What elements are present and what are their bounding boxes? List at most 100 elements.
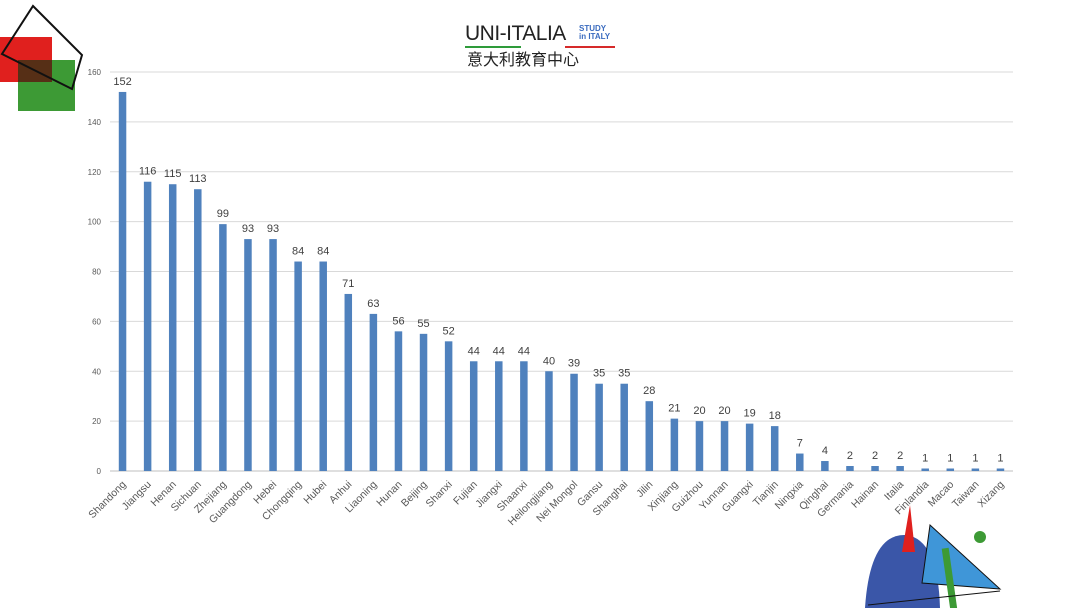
bar [194, 189, 202, 472]
value-label: 44 [518, 345, 530, 357]
logo-red-underline [565, 46, 615, 48]
value-label: 55 [417, 318, 429, 330]
bar [168, 184, 177, 471]
bar [695, 421, 704, 471]
y-tick-label: 40 [92, 367, 101, 376]
bar [419, 333, 428, 471]
bar [570, 373, 578, 471]
bar [670, 418, 679, 471]
value-label: 35 [593, 368, 605, 380]
value-label: 63 [367, 298, 379, 310]
bar [946, 468, 955, 471]
value-label: 39 [568, 358, 580, 370]
value-label: 20 [718, 405, 730, 417]
logo-study-line2: in ITALY [579, 32, 611, 41]
bar [745, 423, 754, 471]
value-label: 21 [668, 403, 680, 415]
black-arc-line [867, 590, 1001, 606]
x-tick-label: Shandong [86, 479, 128, 521]
bar [394, 331, 403, 471]
value-label: 113 [189, 173, 207, 185]
y-tick-label: 120 [88, 168, 102, 177]
value-label: 71 [342, 278, 354, 290]
value-label: 56 [392, 315, 404, 327]
bar [244, 239, 252, 471]
y-axis-tick-labels: 0 20 40 60 80 100 120 140 160 [88, 68, 102, 476]
value-label: 1 [972, 453, 978, 465]
x-tick-label: Jilin [634, 479, 655, 500]
outline-diamond-shape [0, 4, 84, 91]
value-label: 1 [997, 453, 1003, 465]
bar [219, 224, 227, 471]
decorative-shapes-top-left [0, 4, 84, 111]
x-tick-label: Hunan [374, 479, 404, 509]
bar [620, 383, 628, 471]
bar [821, 461, 829, 471]
bar [369, 313, 378, 471]
value-label: 35 [618, 368, 630, 380]
value-label: 20 [693, 405, 705, 417]
blue-dome-shape [865, 534, 940, 608]
value-label: 116 [139, 166, 157, 178]
value-label: 1 [922, 453, 928, 465]
value-label: 2 [847, 450, 853, 462]
x-tick-label: Hubei [301, 479, 329, 507]
value-label: 1 [947, 453, 953, 465]
value-label: 2 [897, 450, 903, 462]
light-blue-fan-shape [921, 523, 1002, 590]
bar [720, 421, 729, 471]
decorative-shapes-bottom-right [865, 505, 1002, 608]
value-label: 115 [164, 168, 182, 180]
value-label: 44 [493, 345, 505, 357]
x-tick-label: Beijing [399, 479, 430, 510]
uni-italia-logo: UNI-ITALIA STUDY in ITALY 意大利教育中心 [465, 22, 625, 72]
bar [921, 468, 929, 471]
value-label: 93 [242, 223, 254, 235]
value-label: 28 [643, 385, 655, 397]
y-tick-label: 140 [88, 118, 102, 127]
bar [520, 361, 528, 471]
x-tick-label: Shanxi [424, 479, 455, 510]
bar [595, 383, 603, 471]
logo-brand-text: UNI-ITALIA [465, 22, 566, 45]
bar [796, 453, 804, 471]
bars [118, 91, 1005, 472]
y-tick-label: 20 [92, 417, 101, 426]
value-label: 93 [267, 223, 279, 235]
bar [444, 341, 453, 471]
green-bar-shape [941, 547, 958, 608]
y-tick-label: 100 [88, 218, 102, 227]
logo-green-underline [465, 46, 521, 48]
value-label: 44 [468, 345, 480, 357]
bar [118, 91, 127, 471]
bar [269, 239, 277, 471]
bar [344, 293, 353, 471]
y-tick-label: 160 [88, 68, 102, 77]
bar [319, 261, 327, 471]
y-tick-label: 80 [92, 268, 101, 277]
bar [495, 361, 503, 471]
bar [996, 468, 1005, 471]
value-label: 4 [822, 445, 828, 457]
bar [294, 261, 302, 471]
value-label: 99 [217, 208, 229, 220]
value-label: 152 [113, 76, 131, 88]
y-tick-label: 60 [92, 317, 101, 326]
bar [896, 466, 904, 471]
value-label: 19 [744, 408, 756, 420]
gridlines [110, 71, 1013, 472]
logo-study-line1: STUDY [579, 24, 607, 33]
bar [645, 401, 654, 471]
value-label: 2 [872, 450, 878, 462]
bar [545, 371, 553, 471]
value-label: 40 [543, 355, 555, 367]
value-label: 84 [292, 246, 304, 258]
value-label: 7 [797, 438, 803, 450]
value-label: 84 [317, 246, 329, 258]
bar [770, 426, 779, 471]
logo-study-text: STUDY in ITALY [579, 25, 610, 41]
y-tick-label: 0 [97, 467, 102, 476]
bar [846, 466, 854, 471]
value-label: 52 [443, 325, 455, 337]
